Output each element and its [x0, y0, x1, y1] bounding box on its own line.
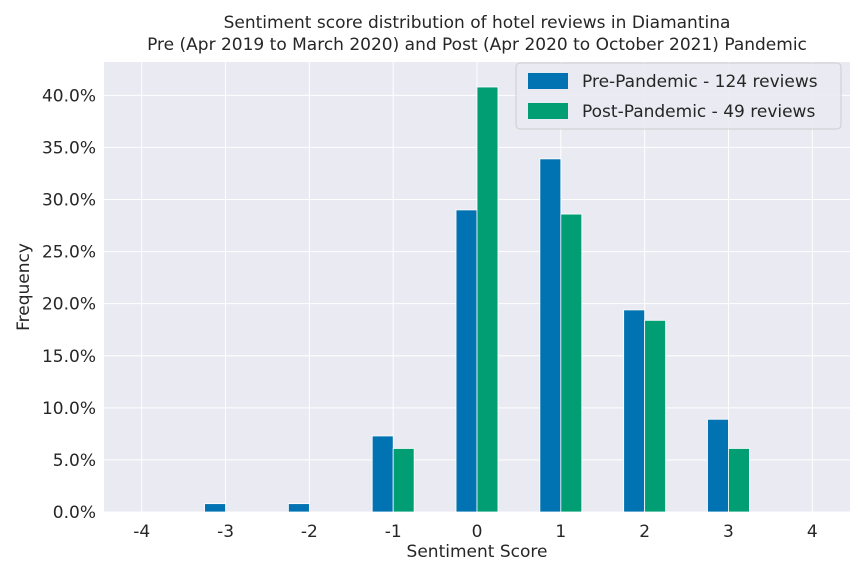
x-tick-label: 3 [723, 522, 734, 542]
y-tick-label: 25.0% [42, 243, 96, 263]
y-tick-labels: 0.0% 5.0% 10.0% 15.0% 20.0% 25.0% 30.0% 35.0% 40… [42, 86, 96, 523]
y-tick-label: 40.0% [42, 86, 96, 106]
chart-title-line-2: Pre (Apr 2019 to March 2020) and Post (A… [147, 35, 807, 55]
y-tick-label: 0.0% [53, 503, 96, 523]
chart-title-line-1: Sentiment score distribution of hotel re… [224, 13, 731, 33]
x-tick-label: 0 [472, 522, 483, 542]
bars-group [204, 86, 750, 513]
legend-swatch-pre-pandemic [528, 73, 568, 89]
bar-pre-pandemic-2 [623, 309, 646, 513]
y-tick-label: 35.0% [42, 138, 96, 158]
bar-pre-pandemic-0 [455, 209, 478, 513]
x-tick-label: -4 [133, 522, 150, 542]
bar-pre-pandemic-neg1 [371, 435, 394, 513]
bar-post-pandemic-neg1 [392, 448, 415, 513]
bar-pre-pandemic-neg2 [288, 503, 310, 513]
legend-label-pre-pandemic: Pre-Pandemic - 124 reviews [582, 72, 818, 92]
y-tick-label: 20.0% [42, 295, 96, 315]
x-tick-label: 4 [807, 522, 818, 542]
x-tick-label: -3 [217, 522, 234, 542]
x-tick-labels: -4 -3 -2 -1 0 1 2 3 4 [133, 522, 817, 542]
y-axis-label: Frequency [14, 243, 34, 331]
x-tick-label: -2 [301, 522, 318, 542]
legend: Pre-Pandemic - 124 reviews Post-Pandemic… [515, 62, 842, 130]
bar-post-pandemic-1 [560, 213, 583, 513]
bar-post-pandemic-0 [476, 86, 499, 513]
y-tick-label: 10.0% [42, 399, 96, 419]
y-tick-label: 5.0% [53, 451, 96, 471]
bar-pre-pandemic-1 [539, 158, 562, 513]
y-tick-label: 15.0% [42, 347, 96, 367]
x-axis-label: Sentiment Score [407, 542, 548, 562]
x-tick-label: -1 [385, 522, 402, 542]
bar-post-pandemic-2 [644, 319, 666, 513]
x-tick-label: 1 [555, 522, 566, 542]
legend-label-post-pandemic: Post-Pandemic - 49 reviews [582, 102, 815, 122]
legend-swatch-post-pandemic [528, 103, 568, 119]
x-tick-label: 2 [639, 522, 650, 542]
bar-pre-pandemic-neg3 [204, 503, 226, 513]
bar-pre-pandemic-3 [707, 418, 729, 513]
y-tick-label: 30.0% [42, 191, 96, 211]
legend-box [515, 62, 842, 130]
bar-post-pandemic-3 [728, 448, 750, 513]
